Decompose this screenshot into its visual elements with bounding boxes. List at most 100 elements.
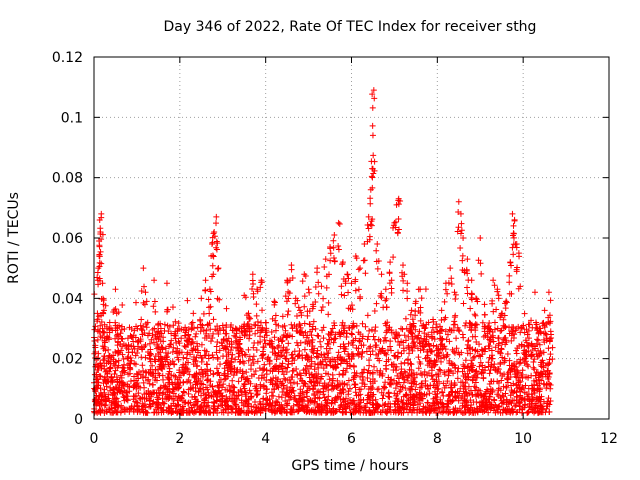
data-point <box>350 376 357 383</box>
data-point <box>252 330 259 337</box>
data-point <box>472 409 479 416</box>
data-point <box>332 365 339 372</box>
data-point <box>332 331 339 338</box>
data-point <box>141 301 148 308</box>
data-point <box>115 386 122 393</box>
data-point <box>396 342 403 349</box>
data-point <box>303 370 310 377</box>
data-point <box>459 257 466 264</box>
data-point <box>403 392 410 399</box>
data-point <box>273 321 280 328</box>
data-point <box>318 283 325 290</box>
data-point <box>392 385 399 392</box>
data-point <box>423 321 430 328</box>
data-point <box>103 408 110 415</box>
data-point <box>447 384 454 391</box>
data-point <box>205 333 212 340</box>
data-point <box>433 343 440 350</box>
data-point <box>352 408 359 415</box>
data-point <box>301 303 308 310</box>
data-point <box>335 242 342 249</box>
data-point <box>132 299 139 306</box>
data-point <box>154 329 161 336</box>
data-point <box>230 327 237 334</box>
data-point <box>368 173 375 180</box>
data-point <box>356 397 363 404</box>
data-point <box>403 325 410 332</box>
data-point <box>231 395 238 402</box>
data-point <box>513 401 520 408</box>
data-point <box>479 319 486 326</box>
data-point <box>132 381 139 388</box>
data-point <box>271 299 278 306</box>
data-point <box>192 333 199 340</box>
data-point <box>465 337 472 344</box>
data-point <box>518 409 525 416</box>
data-point <box>367 343 374 350</box>
data-point <box>422 286 429 293</box>
data-point <box>226 382 233 389</box>
data-point <box>492 409 499 416</box>
data-point <box>514 385 521 392</box>
data-point <box>258 407 265 414</box>
data-point <box>497 349 504 356</box>
data-point <box>528 397 535 404</box>
data-point <box>124 393 131 400</box>
data-point <box>100 301 107 308</box>
data-point <box>546 312 553 319</box>
data-point <box>249 409 256 416</box>
data-point <box>271 386 278 393</box>
data-point <box>494 378 501 385</box>
data-point <box>356 337 363 344</box>
data-point <box>137 338 144 345</box>
data-point <box>220 381 227 388</box>
data-point <box>207 338 214 345</box>
data-point <box>471 406 478 413</box>
data-point <box>308 332 315 339</box>
data-point <box>391 353 398 360</box>
data-point <box>379 395 386 402</box>
data-point <box>365 213 372 220</box>
data-point <box>309 326 316 333</box>
data-point <box>410 402 417 409</box>
data-point <box>512 403 519 410</box>
data-point <box>523 339 530 346</box>
data-point <box>271 334 278 341</box>
data-point <box>517 388 524 395</box>
data-point <box>429 335 436 342</box>
data-point <box>205 389 212 396</box>
data-point <box>248 393 255 400</box>
data-point <box>511 397 518 404</box>
data-point <box>468 366 475 373</box>
data-point <box>392 224 399 231</box>
data-point <box>142 368 149 375</box>
data-point <box>349 306 356 313</box>
data-point <box>182 324 189 331</box>
data-point <box>131 373 138 380</box>
data-point <box>164 385 171 392</box>
data-point <box>395 404 402 411</box>
data-point <box>293 327 300 334</box>
data-point <box>172 373 179 380</box>
data-point <box>376 357 383 364</box>
data-point <box>139 331 146 338</box>
data-point <box>406 350 413 357</box>
data-point <box>417 317 424 324</box>
data-point <box>283 356 290 363</box>
data-point <box>148 336 155 343</box>
data-point <box>241 351 248 358</box>
data-point <box>210 230 217 237</box>
data-point <box>330 375 337 382</box>
data-point <box>249 285 256 292</box>
data-point <box>475 392 482 399</box>
data-point <box>131 360 138 367</box>
data-point <box>328 329 335 336</box>
data-point <box>426 390 433 397</box>
data-point <box>289 360 296 367</box>
data-point <box>436 323 443 330</box>
data-point <box>481 323 488 330</box>
data-point <box>96 393 103 400</box>
data-point <box>357 265 364 272</box>
data-point <box>355 345 362 352</box>
data-point <box>275 393 282 400</box>
